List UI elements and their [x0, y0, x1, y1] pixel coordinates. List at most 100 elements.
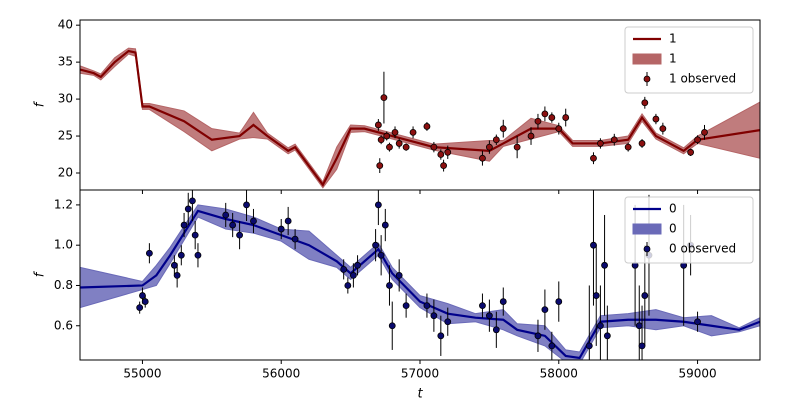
observed-point: [374, 121, 382, 129]
observed-point: [485, 143, 493, 151]
observed-point: [555, 298, 563, 305]
observed-point: [173, 272, 181, 279]
observed-point: [170, 261, 178, 269]
observed-point: [284, 217, 292, 225]
observed-point: [402, 143, 410, 151]
observed-point: [277, 225, 285, 233]
y-tick-label: 40: [58, 18, 73, 32]
observed-point: [349, 272, 357, 279]
observed-point: [374, 201, 382, 209]
y-axis-label: f: [33, 270, 48, 277]
legend-label: 0 observed: [669, 242, 736, 256]
observed-point: [479, 154, 486, 162]
observed-point: [444, 148, 452, 156]
observed-point: [603, 332, 611, 340]
y-tick-label: 20: [58, 166, 73, 180]
legend-label: 1: [669, 32, 677, 46]
observed-point: [548, 342, 556, 350]
y-tick-label: 0.8: [54, 278, 73, 292]
plot-area: [80, 47, 760, 189]
x-tick-label: 59000: [678, 367, 716, 381]
observed-point: [597, 140, 604, 147]
observed-point: [694, 136, 701, 144]
observed-point: [534, 332, 542, 340]
observed-point: [638, 140, 646, 147]
observed-point: [194, 251, 202, 259]
observed-point: [592, 292, 600, 299]
y-tick-label: 35: [58, 55, 73, 69]
observed-point: [694, 318, 701, 326]
observed-point: [437, 332, 445, 340]
observed-point: [499, 125, 507, 133]
observed-point: [291, 235, 299, 243]
observed-point: [377, 251, 385, 259]
observed-point: [395, 272, 403, 279]
legend-patch: [632, 223, 662, 235]
observed-point: [391, 128, 399, 136]
y-tick-label: 25: [58, 129, 73, 143]
observed-point: [601, 261, 608, 269]
observed-point: [177, 251, 185, 259]
observed-point: [513, 143, 521, 151]
x-axis-label: t: [417, 387, 423, 400]
observed-point: [687, 148, 695, 156]
observed-point: [492, 326, 500, 334]
observed-point: [652, 115, 660, 123]
legend-label: 0: [669, 202, 677, 216]
observed-point: [383, 132, 391, 140]
observed-point: [180, 221, 188, 229]
legend-label: 1: [669, 52, 677, 66]
legend-marker: [643, 75, 651, 83]
observed-point: [423, 123, 431, 130]
observed-point: [590, 154, 597, 162]
observed-point: [641, 292, 649, 299]
observed-point: [141, 298, 149, 305]
observed-point: [638, 342, 646, 350]
observed-point: [541, 306, 549, 314]
plots: 20 25 30 35 40 f 1 1 1 observed 0.6 0.8 1.0 1.2 55000…: [33, 18, 761, 400]
observed-point: [344, 282, 352, 289]
observed-point: [395, 140, 403, 147]
y-tick-label: 0.6: [54, 318, 73, 332]
observed-point: [377, 136, 385, 144]
observed-point: [534, 117, 542, 125]
confidence-band: [80, 47, 760, 189]
observed-point: [610, 136, 618, 144]
y-tick-label: 1.0: [54, 238, 73, 252]
observed-point: [423, 302, 431, 310]
observed-point: [229, 221, 237, 229]
observed-point: [590, 241, 597, 249]
observed-point: [430, 143, 438, 151]
y-tick-label: 30: [58, 92, 73, 106]
observed-point: [440, 162, 447, 170]
observed-point: [555, 125, 563, 133]
legend-box: [624, 196, 754, 264]
observed-point: [562, 114, 570, 121]
x-tick-label: 55000: [123, 367, 161, 381]
observed-point: [191, 231, 199, 239]
legend-label: 1 observed: [669, 72, 736, 86]
observed-point: [548, 114, 556, 121]
observed-point: [499, 298, 507, 305]
observed-point: [437, 151, 445, 158]
legend-patch: [632, 53, 662, 65]
observed-point: [624, 143, 632, 151]
y-tick-label: 1.2: [54, 197, 73, 211]
observed-point: [372, 241, 379, 249]
legend-marker: [643, 245, 651, 253]
confidence-band: [80, 204, 760, 360]
x-tick-label: 58000: [540, 367, 578, 381]
y-axis-label: f: [33, 100, 48, 107]
observed-point: [380, 94, 388, 102]
observed-point: [444, 318, 452, 326]
observed-point: [386, 282, 393, 289]
observed-point: [635, 322, 643, 330]
observed-point: [184, 205, 192, 213]
observed-point: [145, 249, 153, 257]
observed-point: [388, 322, 396, 330]
observed-point: [386, 143, 393, 151]
observed-point: [479, 302, 486, 310]
observed-point: [139, 292, 146, 299]
observed-point: [340, 265, 348, 273]
observed-point: [541, 110, 549, 118]
